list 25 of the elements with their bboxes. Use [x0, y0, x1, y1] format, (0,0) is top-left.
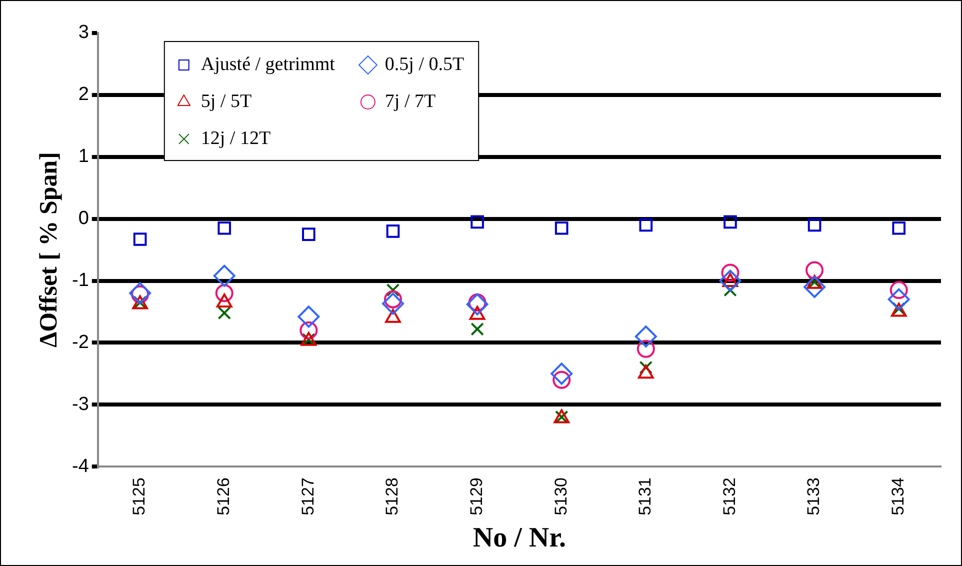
x-tick-label: 5126 — [214, 478, 234, 516]
x-tick-label: 5134 — [888, 478, 908, 516]
y-tick-label: -1 — [72, 270, 89, 291]
y-tick-label: 2 — [78, 84, 89, 106]
x-tick-label: 5130 — [551, 478, 570, 516]
legend-label: 7j / 7T — [384, 90, 436, 112]
y-tick-label: -3 — [72, 394, 89, 415]
x-tick-label: 5133 — [804, 478, 824, 516]
legend-label: 12j / 12T — [200, 128, 271, 149]
y-tick-label: 0 — [78, 208, 89, 230]
legend-label: 5j / 5T — [200, 90, 252, 112]
x-axis-title: No / Nr. — [472, 522, 566, 554]
y-tick-label: -4 — [72, 456, 90, 477]
legend-label: Ajusté / getrimmt — [200, 54, 336, 75]
x-tick-label: 5125 — [130, 478, 149, 516]
x-tick-label: 5129 — [466, 478, 486, 516]
y-tick-label: 1 — [78, 146, 89, 168]
x-tick-label: 5131 — [636, 478, 655, 516]
x-tick-label: 5132 — [720, 478, 739, 516]
y-tick-label: -2 — [72, 332, 89, 353]
legend-label: 0.5j / 0.5T — [384, 54, 464, 75]
y-axis-title: ΔOffset [ % Span] — [35, 152, 62, 348]
y-tick-label: 3 — [78, 22, 89, 44]
x-tick-label: 5127 — [298, 478, 318, 516]
x-tick-label: 5128 — [382, 478, 402, 516]
